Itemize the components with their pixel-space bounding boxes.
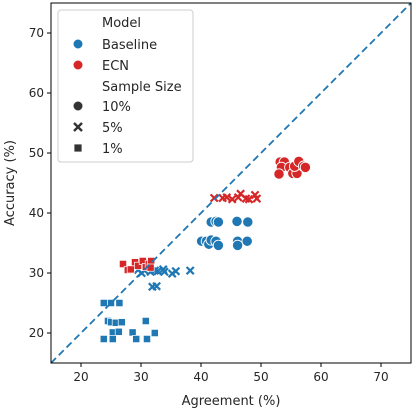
y-axis-label: Accuracy (%) xyxy=(3,140,18,226)
legend-5pct-label: 5% xyxy=(102,121,123,136)
point-baseline-5pct-x xyxy=(160,267,169,277)
point-baseline-1pct-square xyxy=(99,299,108,307)
legend-box xyxy=(57,9,194,163)
point-baseline-1pct-square xyxy=(99,335,108,343)
point-baseline-1pct-square xyxy=(141,317,150,325)
point-baseline-1pct-square xyxy=(128,328,137,337)
point-baseline-10pct-circle xyxy=(212,239,225,252)
legend-1pct-label: 1% xyxy=(102,142,123,157)
y-tick-label: 20 xyxy=(29,326,44,340)
point-baseline-10pct-circle xyxy=(241,235,253,247)
point-ecn-5pct-x xyxy=(209,193,219,203)
legend-style-title: Sample Size xyxy=(102,80,182,95)
y-tick-label: 70 xyxy=(29,26,44,40)
point-baseline-1pct-square xyxy=(150,329,159,337)
x-tick-label: 70 xyxy=(373,370,388,384)
point-ecn-5pct-x xyxy=(244,194,254,204)
point-ecn-5pct-x xyxy=(222,193,232,202)
y-tick-label: 60 xyxy=(29,86,44,100)
data-points xyxy=(99,155,312,343)
point-baseline-1pct-square xyxy=(132,335,141,343)
point-baseline-5pct-x xyxy=(152,281,161,291)
legend-x-marker xyxy=(73,122,83,132)
x-axis-label: Agreement (%) xyxy=(182,394,281,409)
point-baseline-1pct-square xyxy=(115,299,124,307)
point-baseline-1pct-square xyxy=(117,318,126,327)
legend: Model Baseline ECN Sample Size 10% 5% 1% xyxy=(57,9,194,163)
point-ecn-1pct-square xyxy=(119,260,127,268)
point-baseline-1pct-square xyxy=(107,299,115,307)
y-tick-label: 50 xyxy=(29,146,44,160)
point-ecn-1pct-square xyxy=(134,261,142,270)
point-ecn-5pct-x xyxy=(227,194,237,204)
point-baseline-10pct-circle xyxy=(242,216,254,228)
point-baseline-1pct-square xyxy=(114,327,123,336)
x-axis-ticks: 20 30 40 50 60 70 xyxy=(73,363,389,384)
point-baseline-1pct-square xyxy=(143,335,151,343)
y-tick-label: 30 xyxy=(29,266,44,280)
legend-ecn-marker xyxy=(72,59,84,71)
point-ecn-10pct-circle xyxy=(273,168,285,180)
x-tick-label: 40 xyxy=(193,370,208,384)
point-baseline-10pct-circle xyxy=(231,215,243,228)
point-baseline-5pct-x xyxy=(171,266,181,276)
legend-circle-marker xyxy=(72,100,84,112)
y-tick-label: 40 xyxy=(29,206,44,220)
legend-baseline-label: Baseline xyxy=(102,38,157,53)
x-tick-label: 20 xyxy=(73,370,88,384)
legend-baseline-marker xyxy=(72,38,84,50)
legend-ecn-label: ECN xyxy=(102,59,129,74)
plot-area-frame xyxy=(50,2,412,364)
reference-diagonal-line xyxy=(50,2,412,364)
point-ecn-1pct-square xyxy=(126,265,135,274)
point-ecn-5pct-x xyxy=(252,194,262,203)
point-baseline-1pct-square xyxy=(108,335,117,343)
point-baseline-10pct-circle xyxy=(212,216,225,228)
legend-hue-title: Model xyxy=(102,16,141,31)
y-axis-ticks: 20 30 40 50 60 70 xyxy=(29,26,51,340)
point-baseline-5pct-x xyxy=(185,266,195,275)
x-tick-label: 30 xyxy=(133,370,148,384)
x-tick-label: 50 xyxy=(253,370,268,384)
legend-square-marker xyxy=(73,143,83,153)
x-tick-label: 60 xyxy=(313,370,328,384)
point-ecn-10pct-circle xyxy=(299,161,312,174)
legend-10pct-label: 10% xyxy=(102,100,131,115)
point-baseline-10pct-circle xyxy=(231,239,244,252)
